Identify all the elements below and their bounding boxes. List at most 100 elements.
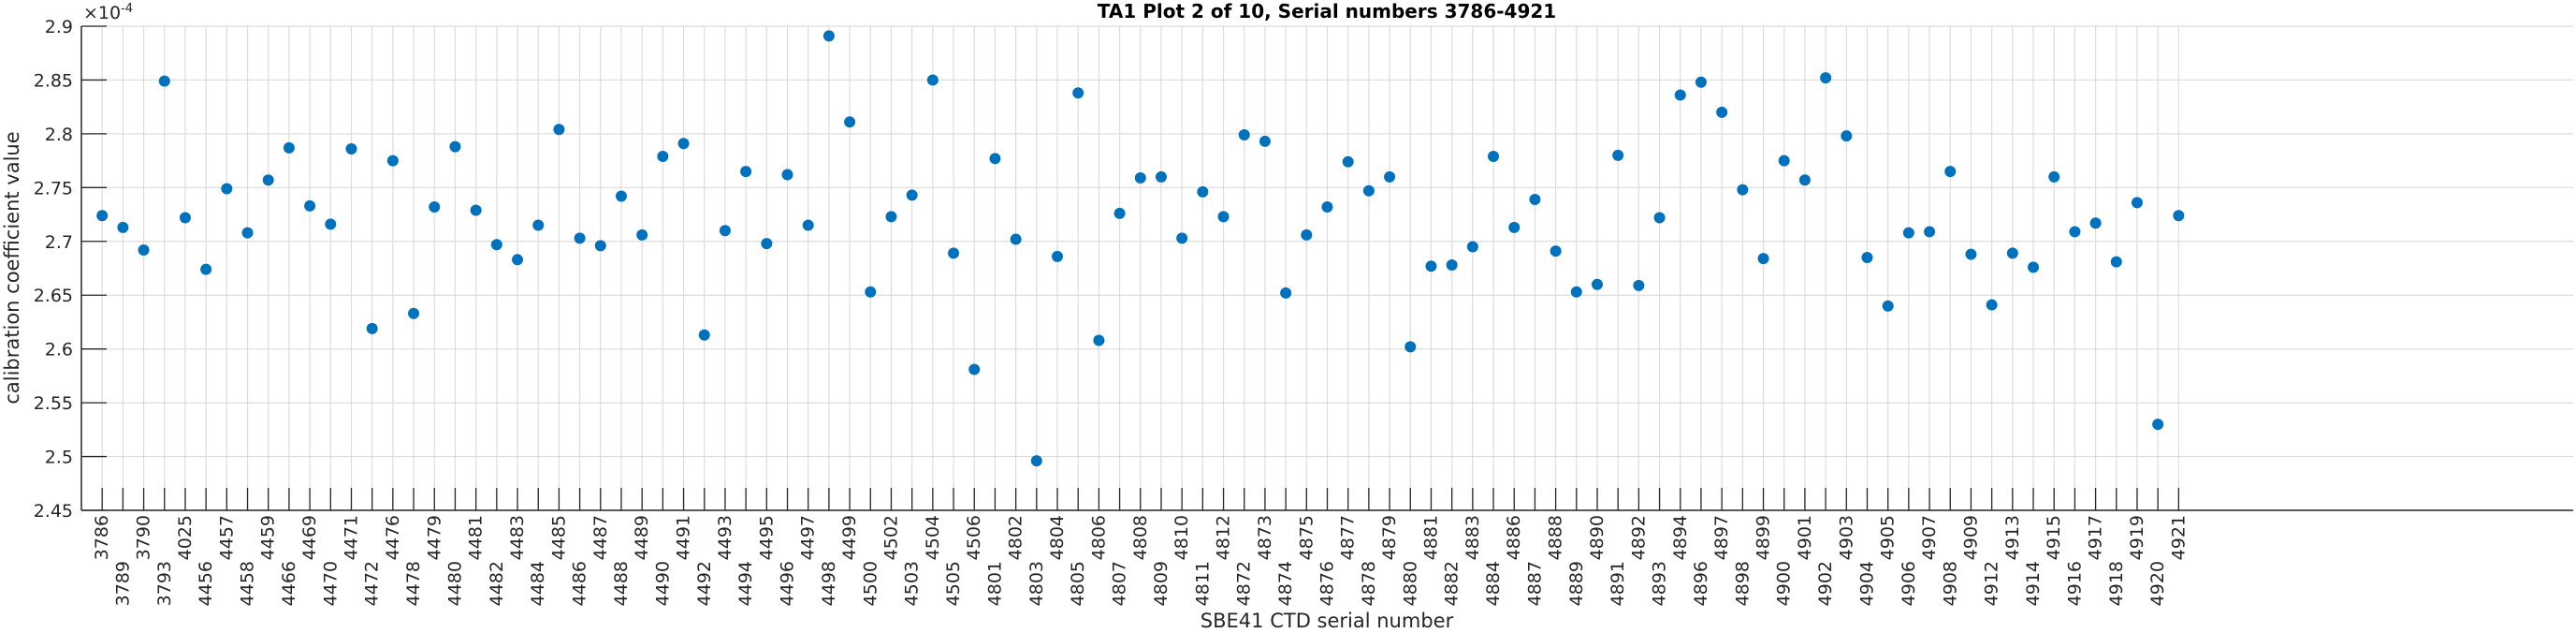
x-tick-label: 3786 — [92, 515, 112, 560]
data-points — [96, 30, 2185, 467]
x-tick-label: 4458 — [238, 561, 258, 606]
data-point — [1030, 455, 1042, 467]
x-tick-label: 4803 — [1026, 561, 1047, 606]
y-tick-label: 2.8 — [45, 125, 73, 145]
data-point — [1508, 221, 1521, 233]
data-point — [1425, 260, 1437, 272]
data-point — [906, 189, 918, 201]
x-tick-label: 4887 — [1524, 561, 1545, 606]
x-tick-label: 4472 — [362, 561, 383, 606]
x-tick-label: 4506 — [964, 515, 984, 560]
chart-title: TA1 Plot 2 of 10, Serial numbers 3786-49… — [1098, 0, 1556, 22]
x-tick-label: 3790 — [134, 515, 154, 560]
x-tick-label: 4485 — [548, 515, 569, 560]
x-tick-label: 4902 — [1815, 561, 1836, 606]
data-point — [968, 363, 981, 375]
y-tick-label: 2.5 — [45, 448, 73, 468]
x-tick-label: 4804 — [1047, 515, 1068, 560]
x-tick-label: 4874 — [1275, 561, 1296, 606]
x-tick-label: 4805 — [1068, 561, 1088, 606]
x-tick-label: 4480 — [444, 561, 465, 606]
x-tick-label: 4872 — [1234, 561, 1255, 606]
data-point — [1155, 170, 1167, 183]
data-point — [138, 243, 150, 256]
data-point — [96, 210, 109, 222]
data-point — [241, 227, 254, 239]
x-tick-label: 4471 — [341, 515, 361, 560]
data-point — [1052, 250, 1064, 262]
data-point — [532, 219, 545, 231]
y-exponent-base: ×10 — [83, 3, 121, 23]
x-tick-label: 4888 — [1546, 515, 1566, 560]
data-point — [1965, 248, 1977, 260]
grid-lines — [81, 25, 2573, 511]
data-point — [2173, 210, 2185, 222]
data-point — [1280, 287, 1292, 299]
x-tick-label: 4498 — [819, 561, 839, 606]
data-point — [553, 124, 565, 136]
x-tick-label: 4809 — [1151, 561, 1172, 606]
x-axis-title: SBE41 CTD serial number — [1201, 610, 1454, 632]
data-point — [1488, 151, 1500, 163]
data-point — [2048, 170, 2060, 183]
data-point — [1362, 184, 1375, 197]
x-tick-label: 4459 — [258, 515, 279, 560]
data-point — [1093, 334, 1105, 346]
x-tick-label: 4808 — [1130, 515, 1151, 560]
data-point — [1342, 155, 1354, 168]
x-tick-label: 4806 — [1088, 515, 1109, 560]
data-point — [2110, 256, 2122, 268]
x-tick-label: 4479 — [424, 515, 444, 560]
data-point — [1737, 184, 1749, 196]
data-point — [1113, 207, 1126, 219]
data-point — [698, 329, 710, 341]
data-point — [1176, 232, 1188, 244]
data-point — [1217, 211, 1230, 223]
x-tick-label: 4876 — [1317, 561, 1338, 606]
x-tick-label: 4811 — [1192, 561, 1213, 606]
data-point — [1757, 253, 1769, 265]
x-tick-label: 4908 — [1940, 561, 1960, 606]
data-point — [989, 153, 1001, 165]
data-point — [1259, 135, 1271, 147]
y-tick-label: 2.45 — [34, 501, 73, 522]
x-tick-label: 4503 — [902, 561, 923, 606]
data-point — [1612, 149, 1624, 161]
data-point — [844, 116, 856, 128]
data-point — [636, 228, 648, 241]
data-point — [2069, 226, 2081, 238]
data-point — [1902, 227, 1914, 239]
x-tick-label: 4905 — [1878, 515, 1899, 560]
x-tick-label: 4488 — [611, 561, 632, 606]
data-point — [1404, 341, 1417, 353]
x-tick-label: 4487 — [590, 515, 611, 560]
data-point — [822, 30, 835, 42]
x-tick-label: 4906 — [1899, 561, 1919, 606]
data-point — [948, 247, 960, 259]
data-point — [158, 75, 170, 87]
data-point — [1924, 226, 1936, 238]
data-point — [1301, 228, 1313, 241]
data-point — [429, 201, 441, 213]
data-point — [1529, 193, 1541, 205]
x-tick-label: 4500 — [860, 561, 880, 606]
x-tick-label: 4505 — [943, 561, 964, 606]
data-point — [1446, 259, 1458, 272]
data-point — [761, 238, 773, 250]
x-tick-label: 4899 — [1754, 515, 1774, 560]
data-point — [221, 183, 233, 195]
x-tick-label: 4881 — [1420, 515, 1441, 560]
y-axis-title: calibration coefficient value — [1, 131, 23, 404]
data-point — [1861, 252, 1873, 264]
x-tick-label: 4878 — [1359, 561, 1379, 606]
y-tick-label: 2.7 — [45, 232, 73, 253]
data-point — [1466, 241, 1478, 253]
x-tick-label: 4495 — [756, 515, 777, 560]
x-tick-labels: 3786378937903793402544564457445844594466… — [92, 515, 2189, 606]
y-exponent-power: -4 — [121, 2, 133, 16]
x-tick-label: 4894 — [1670, 515, 1691, 560]
data-point — [1716, 106, 1728, 118]
x-tick-label: 4491 — [674, 515, 694, 560]
data-point — [1674, 89, 1686, 101]
data-point — [1197, 185, 1209, 198]
